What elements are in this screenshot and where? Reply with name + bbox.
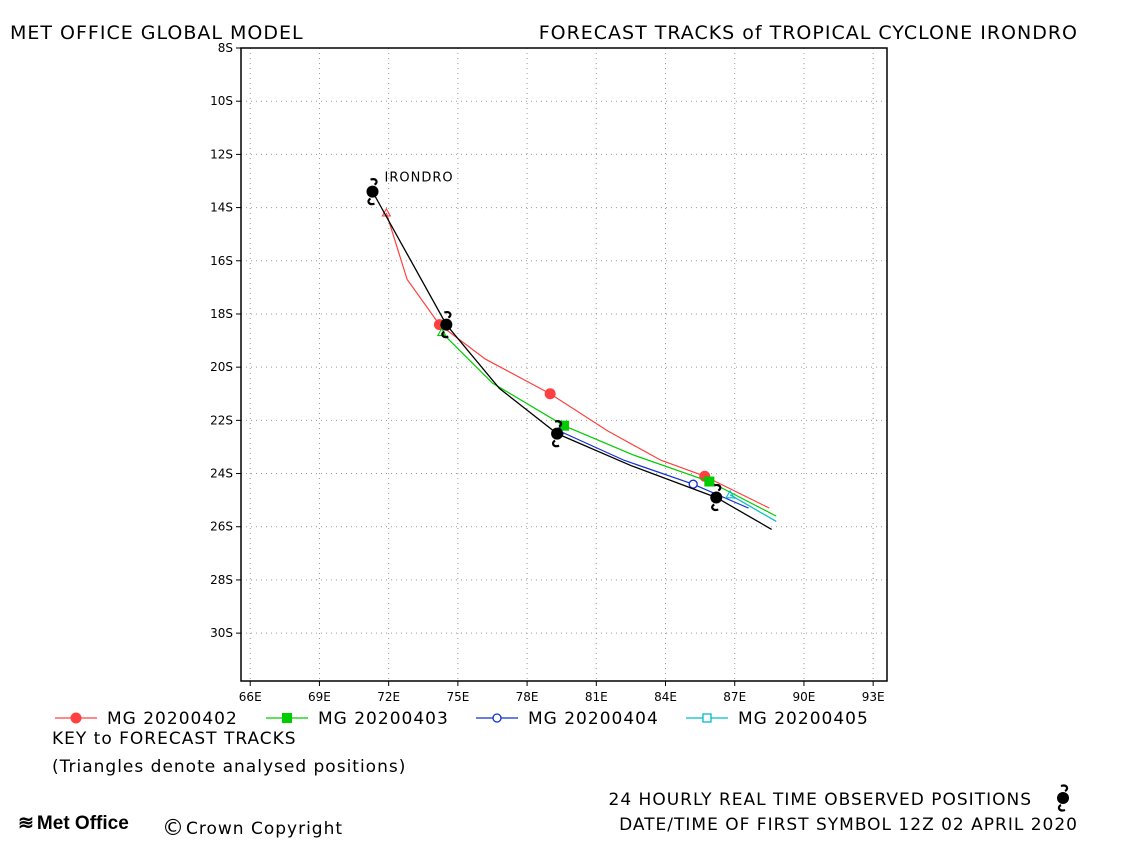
- y-tick-label: 18S: [210, 307, 233, 321]
- legend-marker: [70, 712, 82, 724]
- legend: MG 20200402 MG 20200403 MG 20200404 MG 2020…: [55, 709, 869, 729]
- cyclone-symbol-icon: [549, 420, 565, 448]
- legend-label: MG 20200404: [528, 709, 659, 729]
- legend-label: MG 20200403: [318, 709, 449, 729]
- x-tick-label: 72E: [377, 690, 400, 704]
- observed-track: [365, 178, 772, 530]
- copyright-text: Crown Copyright: [186, 819, 344, 839]
- y-tick-label: 28S: [210, 573, 233, 587]
- legend-item: MG 20200403: [266, 709, 449, 729]
- y-tick-label: 22S: [210, 413, 233, 427]
- track-marker: [559, 420, 569, 431]
- copyright-icon: ©: [162, 816, 185, 841]
- observed-symbol-key-icon: [1055, 784, 1071, 812]
- storm-name-label: IRONDRO: [385, 171, 454, 186]
- x-tick-label: 75E: [446, 690, 469, 704]
- x-tick-label: 66E: [239, 690, 262, 704]
- y-tick-label: 16S: [210, 254, 233, 268]
- legend-marker: [492, 713, 502, 723]
- track-mg-20200402: [381, 207, 770, 509]
- track-mg-20200403: [436, 327, 777, 517]
- logo-text: Met Office: [36, 813, 129, 834]
- forecast-tracks: [381, 207, 777, 522]
- x-tick-label: 81E: [585, 690, 608, 704]
- x-tick-label: 69E: [308, 690, 331, 704]
- legend-label: MG 20200402: [107, 709, 238, 729]
- first-symbol-datetime: DATE/TIME OF FIRST SYMBOL 12Z 02 APRIL 2…: [619, 815, 1078, 835]
- y-tick-label: 10S: [210, 94, 233, 108]
- y-axis: 8S 10S 12S 14S 16S 18S 20S 22S 24S 26S 28S 30S: [210, 41, 241, 640]
- legend-marker: [282, 713, 292, 723]
- legend-item: MG 20200405: [686, 709, 869, 729]
- observed-positions-label: 24 HOURLY REAL TIME OBSERVED POSITIONS: [608, 790, 1032, 810]
- y-tick-label: 30S: [210, 626, 233, 640]
- y-tick-label: 24S: [210, 467, 233, 481]
- met-office-logo-icon: ≋: [18, 813, 34, 834]
- x-tick-label: 90E: [793, 690, 816, 704]
- y-tick-label: 12S: [210, 147, 233, 161]
- plot-frame: [240, 47, 888, 682]
- x-tick-label: 93E: [862, 690, 885, 704]
- legend-marker: [702, 713, 712, 723]
- x-tick-label: 78E: [516, 690, 539, 704]
- cyclone-symbol-icon: [709, 483, 724, 512]
- track-line: [729, 494, 777, 522]
- x-tick-label: 87E: [723, 690, 746, 704]
- track-marker: [704, 476, 715, 487]
- track-line: [385, 212, 770, 509]
- track-line: [441, 332, 777, 517]
- y-tick-label: 14S: [210, 201, 233, 215]
- copyright-notice: ©Crown Copyright: [162, 815, 344, 841]
- legend-key-note: (Triangles denote analysed positions): [52, 757, 407, 777]
- met-office-logo: ≋ Met Office: [18, 812, 129, 835]
- analysed-position-triangle: [725, 489, 736, 499]
- x-axis: 66E 69E 72E 75E 78E 81E 84E 87E 90E 93E: [239, 681, 885, 704]
- track-marker: [688, 479, 698, 489]
- header-model-title: MET OFFICE GLOBAL MODEL: [10, 22, 304, 44]
- track-mg-20200405: [725, 489, 777, 522]
- y-tick-label: 20S: [210, 360, 233, 374]
- legend-key-title: KEY to FORECAST TRACKS: [52, 729, 297, 749]
- y-tick-label: 26S: [210, 520, 233, 534]
- observed-track-line: [371, 191, 772, 530]
- x-tick-label: 84E: [654, 690, 677, 704]
- legend-item: MG 20200402: [55, 709, 238, 729]
- legend-label: MG 20200405: [738, 709, 869, 729]
- chart-title: FORECAST TRACKS of TROPICAL CYCLONE IRON…: [538, 22, 1078, 44]
- track-marker: [544, 388, 556, 400]
- legend-item: MG 20200404: [476, 709, 659, 729]
- chart-grid: [241, 47, 887, 681]
- y-tick-label: 8S: [218, 41, 233, 55]
